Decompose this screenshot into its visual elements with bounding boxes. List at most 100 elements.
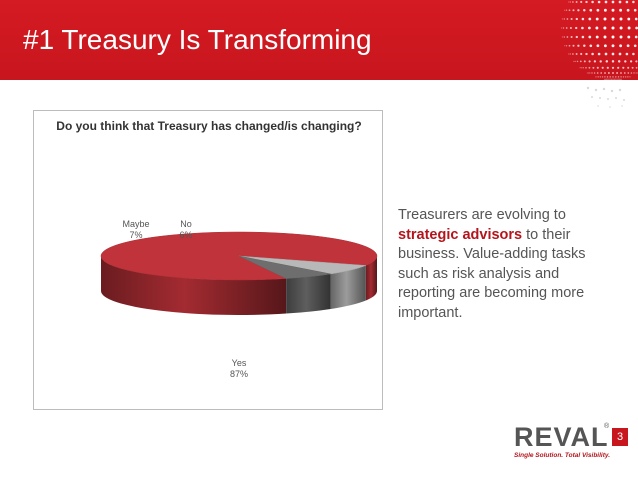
globe-dot xyxy=(627,66,630,69)
globe-dot xyxy=(600,72,603,74)
globe-dot xyxy=(632,52,635,56)
globe-dot xyxy=(603,26,607,30)
logo-tagline: Single Solution. Total Visibility. xyxy=(514,452,611,459)
globe-dot xyxy=(631,66,634,69)
globe-dot xyxy=(580,67,582,69)
globe-dot xyxy=(593,72,596,74)
globe-dot xyxy=(633,72,635,74)
globe-dot xyxy=(561,27,563,29)
globe-dot xyxy=(627,72,630,74)
globe-dot xyxy=(625,0,629,4)
globe-dot xyxy=(579,67,581,69)
globe-dot xyxy=(579,60,582,63)
globe-dot xyxy=(634,35,638,39)
globe-dot xyxy=(568,44,571,47)
globe-dot xyxy=(564,45,566,47)
globe-dot xyxy=(604,0,608,4)
pie-slice-yes xyxy=(100,231,378,281)
globe-dot xyxy=(587,72,589,74)
globe-dot xyxy=(613,78,615,80)
globe-dot xyxy=(617,66,620,69)
globe-dot xyxy=(585,0,588,4)
globe-dot xyxy=(591,52,594,56)
globe-dot xyxy=(624,76,627,78)
globe-dot xyxy=(611,44,615,48)
globe-dot xyxy=(575,17,578,21)
globe-dot xyxy=(612,72,614,74)
globe-dot xyxy=(588,26,591,30)
globe-dot xyxy=(581,26,584,30)
globe-dot xyxy=(611,66,615,69)
globe-dot xyxy=(618,52,622,56)
globe-dot xyxy=(570,35,573,39)
pie-value-yes: 87% xyxy=(230,369,248,379)
globe-dot xyxy=(635,66,638,69)
globe-dot xyxy=(616,72,619,74)
globe-dot xyxy=(599,76,602,78)
globe-dot xyxy=(569,53,571,55)
globe-dot xyxy=(597,0,601,4)
globe-dot xyxy=(589,72,591,74)
pie-label-maybe: Maybe xyxy=(122,219,149,229)
globe-dot xyxy=(628,76,630,78)
globe-dot xyxy=(601,66,604,69)
globe-dot xyxy=(604,78,606,80)
globe-dot xyxy=(632,0,635,4)
globe-dot xyxy=(595,76,597,78)
globe-dot xyxy=(566,18,569,20)
globe-dot xyxy=(596,8,600,12)
globe-dot xyxy=(583,8,586,12)
page-number: 3 xyxy=(612,428,628,446)
globe-dot xyxy=(596,66,599,69)
globe-dot xyxy=(629,60,633,63)
globe-dot xyxy=(575,26,578,30)
globe-dot xyxy=(572,44,575,47)
globe-dot xyxy=(618,78,620,80)
globe-dot xyxy=(620,78,622,80)
globe-dot xyxy=(568,9,571,12)
globe-dot xyxy=(601,76,604,78)
globe-dot xyxy=(572,1,574,3)
globe-dot xyxy=(585,52,588,56)
globe-dot xyxy=(627,35,631,39)
globe-dot xyxy=(561,36,563,38)
logo-registered-mark: ® xyxy=(604,423,610,430)
globe-dot xyxy=(626,76,629,78)
globe-dot xyxy=(618,0,622,4)
globe-dot xyxy=(620,72,622,74)
globe-dot xyxy=(563,36,566,38)
globe-dot xyxy=(565,45,568,47)
globe-dot xyxy=(635,72,637,74)
pie-side-no xyxy=(286,273,331,314)
globe-dot xyxy=(570,17,573,21)
globe-dot xyxy=(603,8,607,12)
pie-value-maybe: 7% xyxy=(129,230,142,240)
globe-dot xyxy=(633,8,637,12)
globe-dot xyxy=(596,44,600,48)
pie-side-yes xyxy=(365,256,377,301)
globe-dot xyxy=(595,35,599,39)
globe-dot xyxy=(569,26,572,30)
globe-dot xyxy=(621,78,623,80)
globe-dot xyxy=(592,66,595,69)
globe-dot xyxy=(619,26,623,30)
globe-dot xyxy=(596,72,599,74)
globe-dot xyxy=(635,26,638,30)
globe-dot xyxy=(611,52,615,56)
globe-dot xyxy=(607,72,610,74)
globe-dot xyxy=(611,8,615,12)
globe-dot xyxy=(586,72,588,74)
globe-dot xyxy=(597,52,601,56)
globe-dot xyxy=(619,8,623,12)
globe-dot xyxy=(604,52,608,56)
pie-side-maybe xyxy=(330,265,366,309)
globe-dot xyxy=(577,9,580,12)
globe-dot xyxy=(561,18,563,20)
globe-dot xyxy=(620,76,622,78)
globe-dot xyxy=(585,66,587,69)
globe-dot xyxy=(633,44,637,48)
slide-title: #1 Treasury Is Transforming xyxy=(23,24,372,55)
globe-dot xyxy=(582,67,584,69)
globe-dots-graphic xyxy=(561,0,638,80)
